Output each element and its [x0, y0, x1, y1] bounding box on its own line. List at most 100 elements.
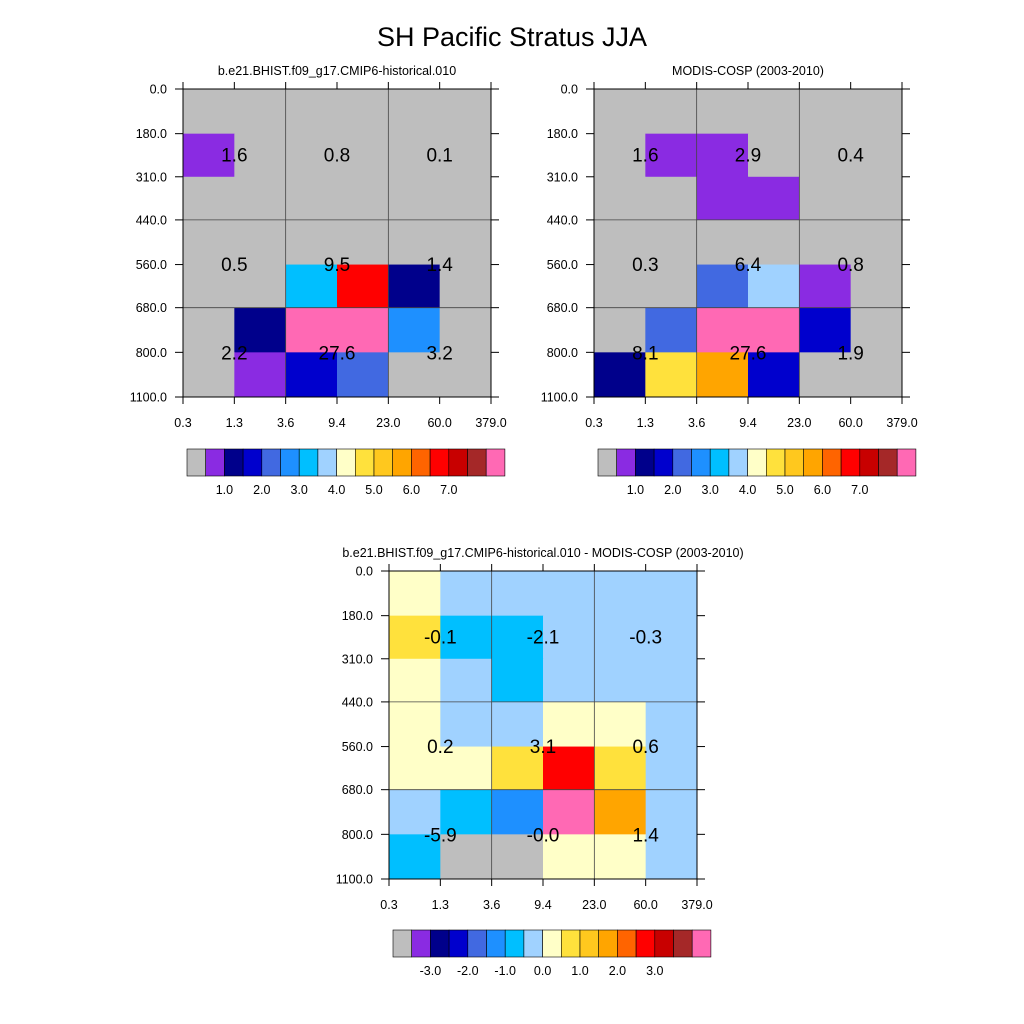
- heatmap-cell: [799, 352, 852, 398]
- y-tick-label: 800.0: [342, 828, 373, 842]
- heatmap-cell: [491, 789, 544, 835]
- heatmap-cell: [594, 133, 646, 178]
- value-annotation: 1.4: [632, 825, 659, 846]
- heatmap-cell: [645, 834, 698, 880]
- y-tick-label: 680.0: [547, 301, 578, 315]
- value-annotation: 6.4: [735, 255, 762, 276]
- heatmap-cell: [850, 352, 903, 398]
- x-tick-label: 9.4: [328, 416, 345, 430]
- heatmap-cell: [234, 352, 287, 398]
- y-tick-label: 560.0: [136, 258, 167, 272]
- x-tick-label: 9.4: [739, 416, 756, 430]
- value-annotation: 0.5: [221, 255, 247, 276]
- heatmap-cell: [645, 89, 698, 135]
- heatmap-cell: [389, 789, 441, 835]
- value-annotation: 0.6: [632, 737, 658, 758]
- heatmap-cell: [440, 701, 493, 748]
- heatmap-cell: [645, 176, 698, 221]
- colorbar-label: -3.0: [420, 964, 442, 978]
- colorbar-swatch: [486, 929, 506, 958]
- panel-title: b.e21.BHIST.f09_g17.CMIP6-historical.010…: [342, 546, 743, 560]
- heatmap-cell: [645, 701, 698, 748]
- colorbar-swatch: [822, 448, 842, 477]
- heatmap-cell: [234, 264, 287, 309]
- heatmap-cell: [799, 176, 852, 221]
- heatmap-cell: [439, 176, 492, 221]
- heatmap-cell: [748, 307, 800, 353]
- x-tick-label: 0.3: [174, 416, 191, 430]
- value-annotation: 9.5: [324, 255, 350, 276]
- colorbar-swatch: [430, 929, 450, 958]
- heatmap-cell: [491, 701, 544, 748]
- heatmap-cell: [696, 264, 749, 309]
- colorbar-label: 7.0: [440, 483, 457, 497]
- figure-title: SH Pacific Stratus JJA: [377, 22, 647, 52]
- value-annotation: 27.6: [730, 343, 767, 364]
- colorbar-swatch: [542, 929, 562, 958]
- heatmap-cell: [543, 834, 595, 880]
- heatmap-cell: [183, 89, 235, 135]
- x-tick-label: 1.3: [637, 416, 654, 430]
- y-tick-label: 310.0: [136, 170, 167, 184]
- heatmap-cell: [594, 789, 647, 835]
- heatmap-cell: [389, 746, 441, 791]
- value-annotation: 3.1: [530, 737, 556, 758]
- heatmap-cell: [696, 176, 749, 221]
- heatmap-cell: [337, 133, 389, 178]
- heatmap-cell: [543, 746, 595, 791]
- heatmap-cell: [748, 264, 800, 309]
- colorbar-swatch: [523, 929, 543, 958]
- y-tick-label: 440.0: [547, 213, 578, 227]
- heatmap-cell: [389, 615, 441, 660]
- value-annotation: 0.1: [426, 145, 452, 166]
- colorbar-swatch: [859, 448, 879, 477]
- y-tick-label: 1100.0: [336, 873, 373, 887]
- panel-model: b.e21.BHIST.f09_g17.CMIP6-historical.010…: [130, 64, 507, 497]
- y-tick-label: 560.0: [547, 258, 578, 272]
- heatmap-cell: [543, 789, 595, 835]
- colorbar-swatch: [261, 448, 281, 477]
- y-tick-label: 680.0: [342, 783, 373, 797]
- heatmap-cell: [440, 746, 493, 791]
- colorbar-label: -2.0: [457, 964, 479, 978]
- heatmap-cell: [337, 352, 389, 398]
- colorbar-swatch: [598, 929, 618, 958]
- colorbar-label: 1.0: [627, 483, 644, 497]
- value-annotation: 3.2: [426, 343, 452, 364]
- x-tick-label: 0.3: [380, 898, 397, 912]
- colorbar-swatch: [673, 929, 693, 958]
- value-annotation: -0.0: [527, 825, 560, 846]
- heatmap-cell: [748, 219, 800, 266]
- heatmap-cell: [594, 176, 646, 221]
- heatmap-cell: [748, 176, 800, 221]
- heatmap-cell: [183, 176, 235, 221]
- heatmap-cell: [594, 701, 647, 748]
- x-tick-label: 60.0: [633, 898, 657, 912]
- colorbar-label: 3.0: [702, 483, 719, 497]
- colorbar-swatch: [280, 448, 300, 477]
- y-tick-label: 180.0: [547, 127, 578, 141]
- value-annotation: 0.3: [632, 255, 658, 276]
- heatmap-cell: [439, 89, 492, 135]
- heatmap-cell: [285, 176, 338, 221]
- heatmap-cell: [850, 133, 903, 178]
- value-annotation: 1.6: [632, 145, 658, 166]
- y-tick-label: 680.0: [136, 301, 167, 315]
- heatmap-cell: [389, 571, 441, 617]
- heatmap-cell: [696, 307, 749, 353]
- value-annotation: 2.2: [221, 343, 247, 364]
- colorbar-swatch: [579, 929, 600, 958]
- colorbar-label: 6.0: [403, 483, 420, 497]
- heatmap-cell: [594, 658, 647, 703]
- panel-title: MODIS-COSP (2003-2010): [672, 64, 824, 78]
- colorbar-swatch: [635, 448, 655, 477]
- colorbar-swatch: [411, 448, 431, 477]
- heatmap-cell: [440, 571, 493, 617]
- heatmap-cell: [748, 133, 800, 178]
- x-tick-label: 379.0: [475, 416, 506, 430]
- colorbar-swatch: [467, 448, 487, 477]
- colorbar-swatch: [672, 448, 692, 477]
- colorbar-swatch: [429, 448, 450, 477]
- y-tick-label: 310.0: [342, 652, 373, 666]
